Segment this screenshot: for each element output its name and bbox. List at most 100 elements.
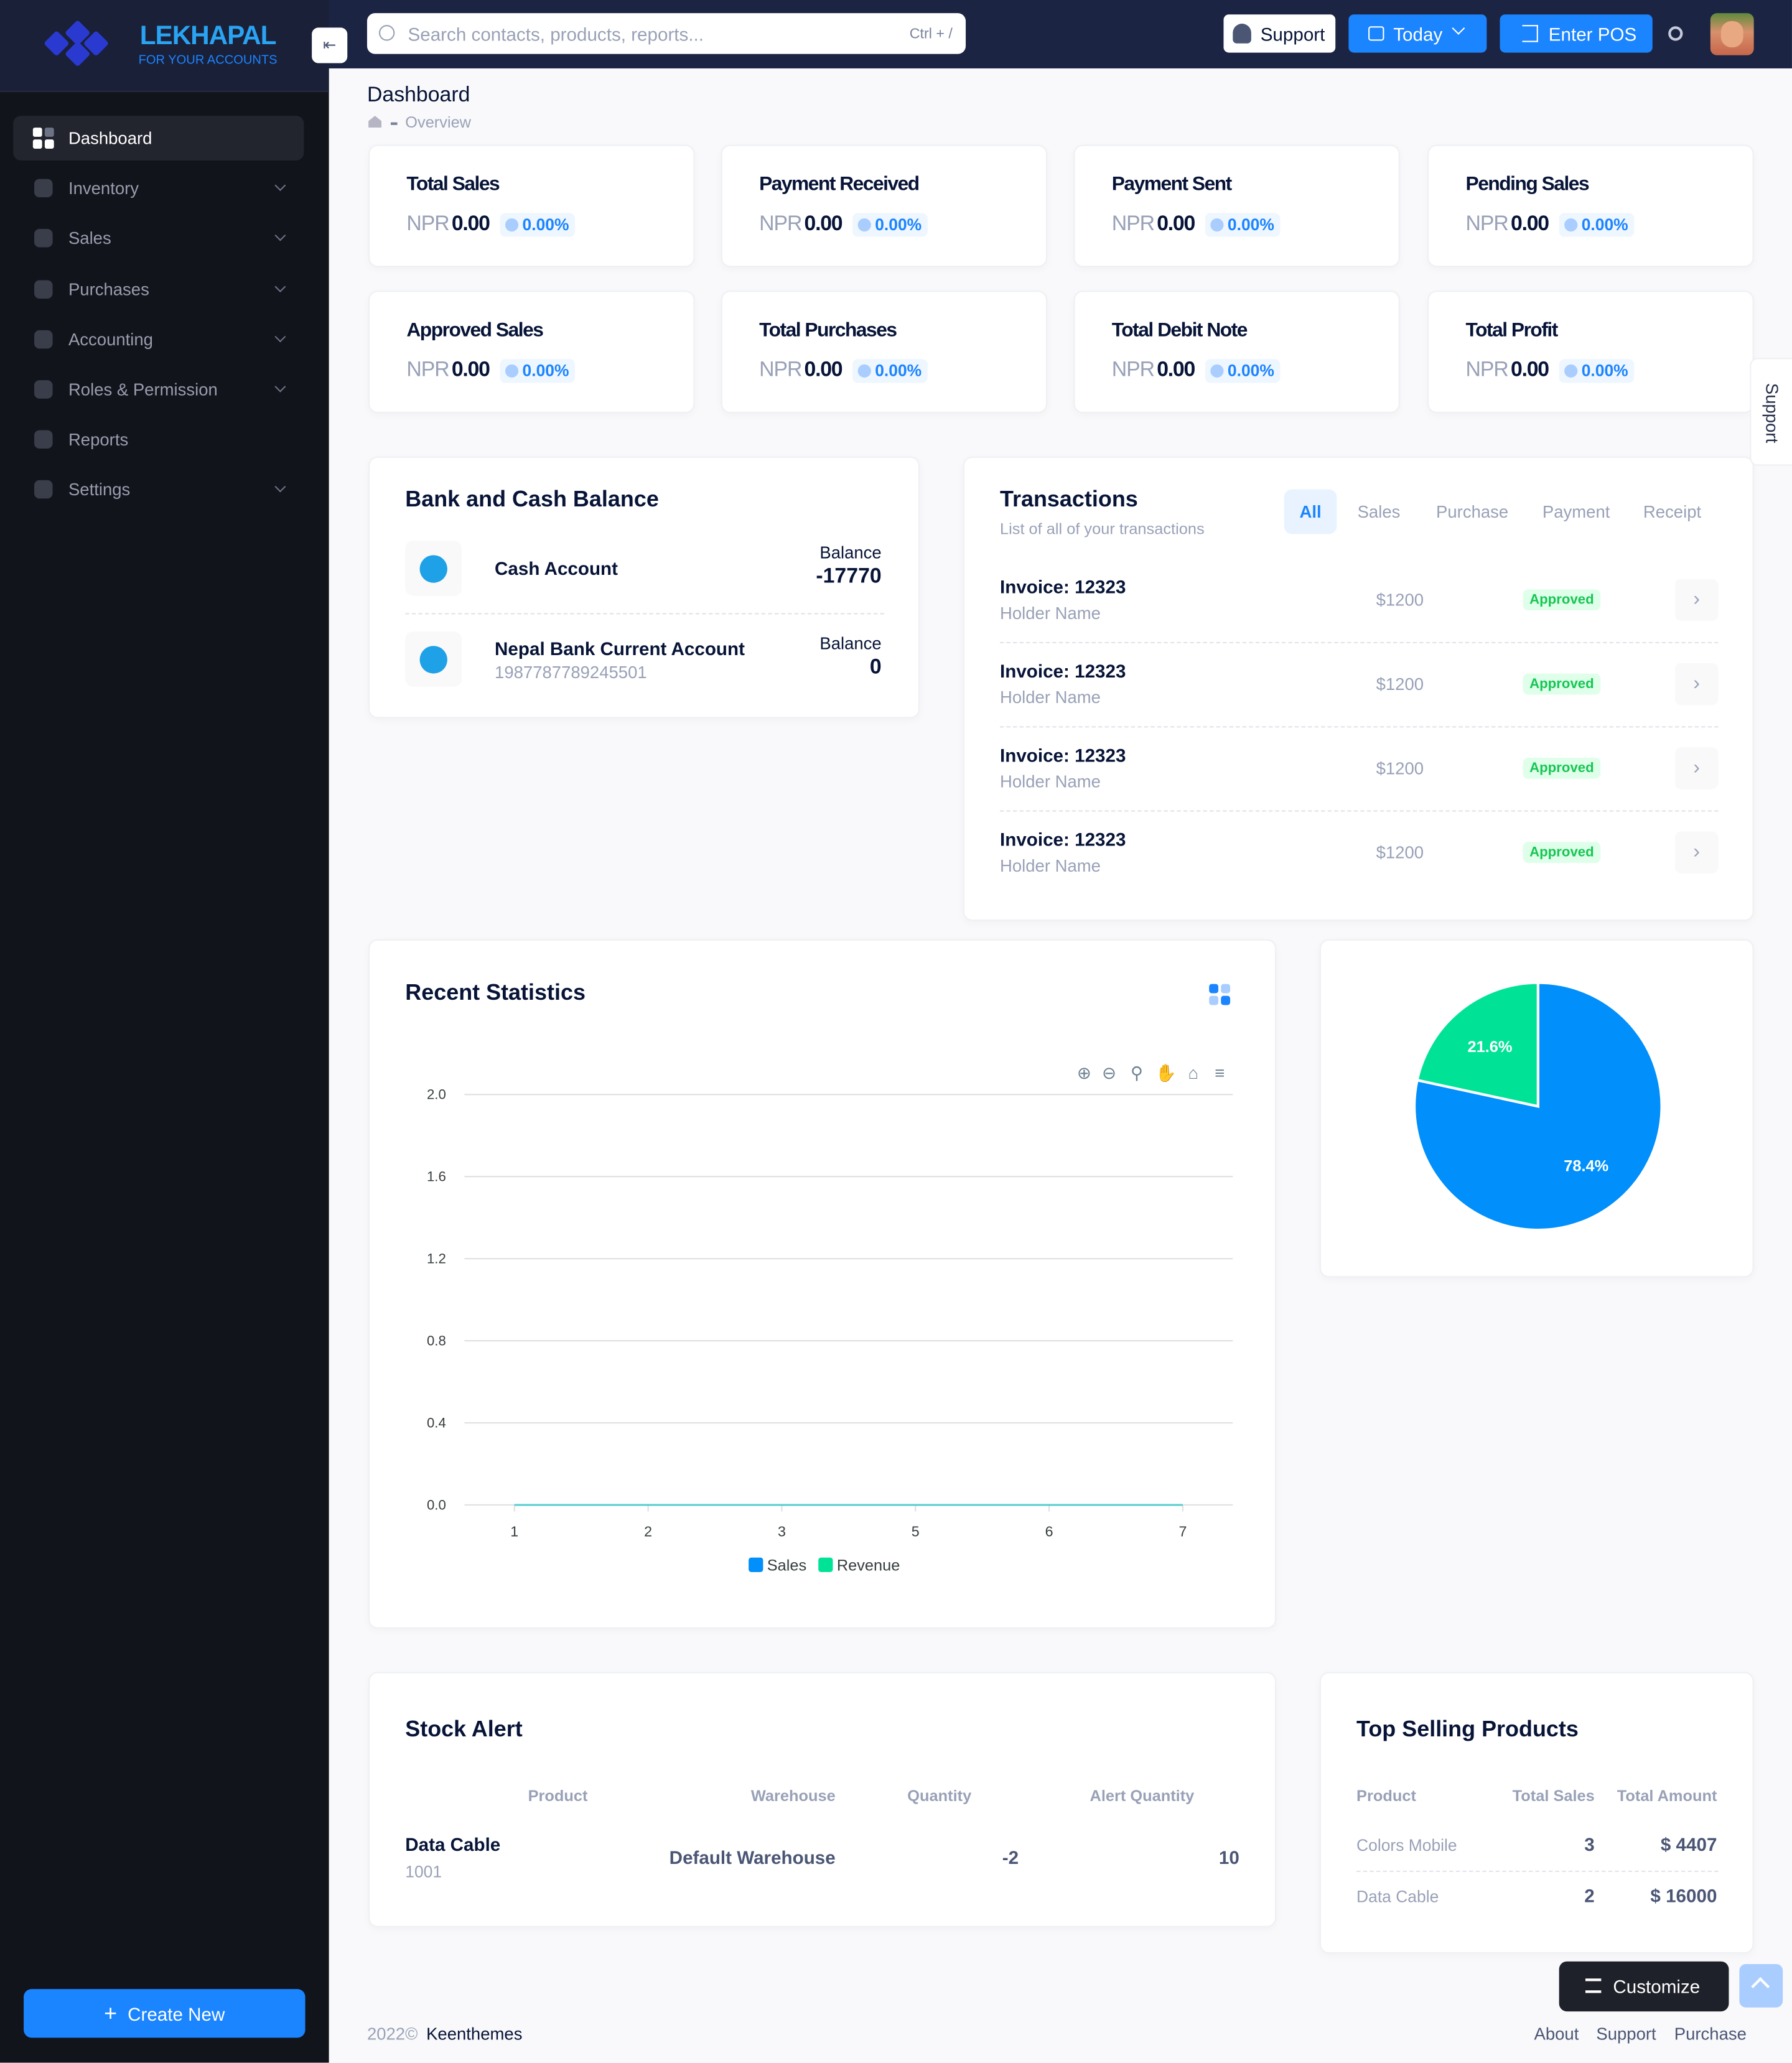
search-icon [378, 25, 395, 41]
top-selling-card: Top Selling Products Product Total Sales To… [1319, 1672, 1754, 1954]
nav-icon [33, 379, 54, 400]
chart-toolbar-icon[interactable]: ⌂ [1188, 1063, 1199, 1083]
row-arrow-button[interactable]: › [1674, 663, 1719, 706]
footer-year: 2022© [366, 2024, 418, 2044]
chart-toolbar-icon[interactable]: ⊕ [1076, 1063, 1091, 1083]
row-arrow-button[interactable]: › [1674, 831, 1719, 874]
pos-button[interactable]: Enter POS [1500, 14, 1653, 53]
stat-amount: 0.00 [1157, 359, 1195, 382]
stat-title: Payment Sent [1111, 173, 1233, 196]
stat-change: 0.00% [875, 215, 922, 235]
nav-item[interactable]: Sales [68, 228, 111, 249]
brand-name: LEKHAPAL [139, 21, 277, 51]
balance-label: Balance [819, 633, 882, 653]
create-new-button[interactable]: + Create New [24, 1989, 306, 2038]
stat-amount: 0.00 [1511, 213, 1549, 236]
icon-part [1209, 995, 1219, 1005]
transactions-card: Transactions List of all of your transact… [963, 456, 1754, 921]
footer-link[interactable]: Purchase [1674, 2024, 1747, 2044]
stat-currency: NPR [759, 359, 802, 382]
divider [1000, 810, 1719, 812]
alert-quantity: 10 [1218, 1846, 1239, 1868]
stat-change-badge: 0.00% [1205, 359, 1281, 383]
invoice: Invoice: 12323 [1000, 660, 1126, 682]
invoice: Invoice: 12323 [1000, 744, 1126, 766]
nav-item[interactable]: Purchases [68, 279, 149, 299]
divider [1000, 641, 1719, 643]
search-placeholder: Search contacts, products, reports... [408, 24, 704, 45]
stat-currency: NPR [1465, 359, 1509, 382]
nav-item[interactable]: Roles & Permission [68, 380, 218, 399]
pos-icon [1522, 25, 1538, 42]
footer-company[interactable]: Keenthemes [426, 2024, 523, 2044]
customize-button[interactable]: Customize [1559, 1961, 1729, 2012]
tab[interactable]: Receipt [1643, 501, 1702, 522]
nav-icon-part [34, 430, 53, 449]
footer-link[interactable]: Support [1596, 2024, 1656, 2044]
stat-value-row: NPR 0.00 0.00% [759, 359, 928, 383]
stat-card: Payment Sent NPR 0.00 0.00% [1073, 144, 1400, 268]
icon-part [1221, 995, 1231, 1005]
stat-amount: 0.00 [1157, 213, 1195, 236]
nav-item[interactable]: Reports [68, 429, 129, 450]
nav-item[interactable]: Dashboard [68, 128, 152, 148]
row-arrow-button[interactable]: › [1674, 747, 1719, 789]
tab[interactable]: Payment [1542, 501, 1610, 522]
stat-value-row: NPR 0.00 0.00% [1112, 359, 1281, 383]
status-badge: Approved [1523, 757, 1601, 779]
tab[interactable]: Sales [1357, 501, 1401, 522]
account-name: Nepal Bank Current Account [495, 638, 745, 659]
collapse-button[interactable]: ⇤ [312, 27, 348, 63]
balance-value: -17770 [816, 566, 882, 589]
stat-value-row: NPR 0.00 0.00% [1466, 213, 1635, 237]
nav-icon-part [32, 139, 42, 149]
change-icon [505, 364, 519, 378]
change-icon [857, 364, 871, 378]
up-arrow [1751, 1977, 1770, 1996]
nav-icon-part [34, 380, 53, 399]
footer-link[interactable]: About [1534, 2024, 1579, 2044]
support-side-tab[interactable]: Support [1750, 358, 1792, 466]
chart-toolbar-icon[interactable]: ≡ [1215, 1063, 1225, 1083]
chart-toolbar-icon[interactable]: ⊖ [1101, 1063, 1117, 1083]
support-button[interactable]: Support [1223, 14, 1336, 53]
holder: Holder Name [1000, 687, 1101, 707]
stat-currency: NPR [406, 213, 449, 236]
tab[interactable]: Purchase [1436, 501, 1509, 522]
total-sales: 2 [1584, 1885, 1595, 1906]
icon-part [1209, 984, 1219, 994]
tab[interactable]: All [1299, 501, 1322, 522]
today-button[interactable]: Today [1348, 14, 1487, 53]
nav-icon [33, 328, 54, 350]
sidebar [0, 68, 329, 2063]
chart-toolbar-icon[interactable]: ⚲ [1130, 1063, 1144, 1083]
scroll-top-button[interactable] [1739, 1963, 1783, 2008]
product-code: 1001 [405, 1863, 442, 1881]
stat-currency: NPR [1111, 213, 1155, 236]
avatar[interactable] [1710, 13, 1754, 55]
stat-value-row: NPR 0.00 0.00% [759, 213, 928, 237]
table-header: Warehouse [750, 1786, 836, 1805]
account-number: 1987787789245501 [495, 662, 647, 682]
theme-toggle[interactable] [1668, 26, 1683, 41]
breadcrumb-sep [391, 122, 398, 124]
search-box[interactable]: Search contacts, products, reports... Ctr… [366, 13, 966, 54]
icon-part [1221, 984, 1231, 994]
chart-toolbar-icon[interactable]: ✋ [1155, 1063, 1177, 1083]
nav-item[interactable]: Settings [68, 480, 131, 500]
table-header: Alert Quantity [1090, 1786, 1195, 1805]
customize-label: Customize [1613, 1975, 1701, 1997]
home-icon [368, 116, 382, 128]
statistics-menu-icon[interactable] [1209, 984, 1231, 1005]
nav-icon [33, 429, 54, 450]
brand-tagline: FOR YOUR ACCOUNTS [138, 53, 278, 68]
stat-value-row: NPR 0.00 0.00% [1112, 213, 1281, 237]
product-name: Data Cable [405, 1833, 501, 1855]
stat-amount: 0.00 [451, 213, 490, 236]
nav-item[interactable]: Accounting [68, 329, 153, 349]
stat-card: Payment Received NPR 0.00 0.00% [721, 144, 1048, 268]
nav-item[interactable]: Inventory [68, 178, 139, 198]
stock-alert-title: Stock Alert [405, 1716, 523, 1742]
row-arrow-button[interactable]: › [1674, 579, 1719, 622]
stat-amount: 0.00 [451, 359, 490, 382]
